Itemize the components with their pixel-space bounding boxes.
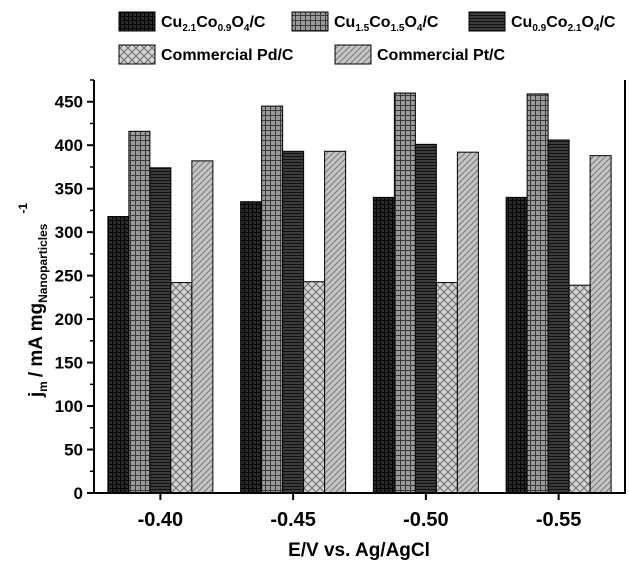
bar — [526, 93, 549, 494]
y-tick-label: 0 — [74, 484, 83, 503]
bar — [456, 151, 479, 494]
y-tick-label: 250 — [55, 267, 83, 286]
legend-label: Cu2.1Co0.9O4/C — [161, 14, 266, 34]
x-tick-label: -0.50 — [403, 509, 449, 531]
bar — [261, 105, 284, 494]
bar — [170, 282, 193, 494]
bar — [191, 160, 214, 494]
bars-layer — [107, 92, 612, 494]
legend-label: Cu0.9Co2.1O4/C — [511, 14, 616, 34]
axes-layer: 0 50 100 150 200 250 300 350 400 450 -0.40 -0.45 -0.… — [55, 79, 626, 531]
bar — [107, 216, 130, 494]
bar — [568, 284, 591, 494]
x-tick-label: -0.40 — [138, 509, 184, 531]
bar — [303, 281, 326, 494]
bar — [393, 92, 416, 494]
legend-swatch — [118, 11, 156, 32]
legend-swatch — [334, 44, 372, 65]
bar — [240, 201, 263, 494]
legend-swatch — [468, 11, 506, 32]
y-axis-label-main-sub: m — [36, 381, 50, 392]
legend: Cu2.1Co0.9O4/C Cu1.5Co1.5O4/C Cu0.9Co2.1O4… — [118, 11, 616, 65]
legend-label: Cu1.5Co1.5O4/C — [334, 14, 439, 34]
x-axis-label: E/V vs. Ag/AgCl — [288, 540, 430, 561]
y-axis-label-unit: / mA mg — [26, 303, 47, 377]
y-tick-label: 200 — [55, 310, 83, 329]
bar — [282, 150, 305, 494]
bar — [505, 196, 528, 494]
bar — [372, 196, 395, 494]
legend-label: Commercial Pt/C — [377, 47, 505, 64]
y-tick-label: 400 — [55, 136, 83, 155]
bar — [435, 282, 458, 494]
x-tick-label: -0.55 — [536, 509, 582, 531]
bar — [589, 155, 612, 494]
y-tick-label: 50 — [64, 441, 83, 460]
y-tick-label: 450 — [55, 93, 83, 112]
legend-label: Commercial Pd/C — [161, 47, 294, 64]
legend-swatch — [118, 44, 156, 65]
y-tick-label: 350 — [55, 180, 83, 199]
legend-swatch — [291, 11, 329, 32]
bar — [414, 143, 437, 494]
x-tick-label: -0.45 — [270, 509, 316, 531]
bar — [149, 167, 172, 494]
y-axis-label-main: j — [26, 392, 47, 398]
bar — [547, 139, 570, 494]
y-axis-label-unit-sup: -1 — [16, 203, 30, 214]
axis-frame — [93, 80, 626, 494]
y-axis-label-unit-sub: Nanoparticles — [36, 223, 50, 303]
bar — [128, 130, 151, 494]
bar — [324, 150, 347, 494]
y-axis-label: jm / mA mgNanoparticles -1 — [16, 203, 50, 399]
y-tick-label: 100 — [55, 397, 83, 416]
y-tick-label: 150 — [55, 354, 83, 373]
y-tick-label: 300 — [55, 223, 83, 242]
